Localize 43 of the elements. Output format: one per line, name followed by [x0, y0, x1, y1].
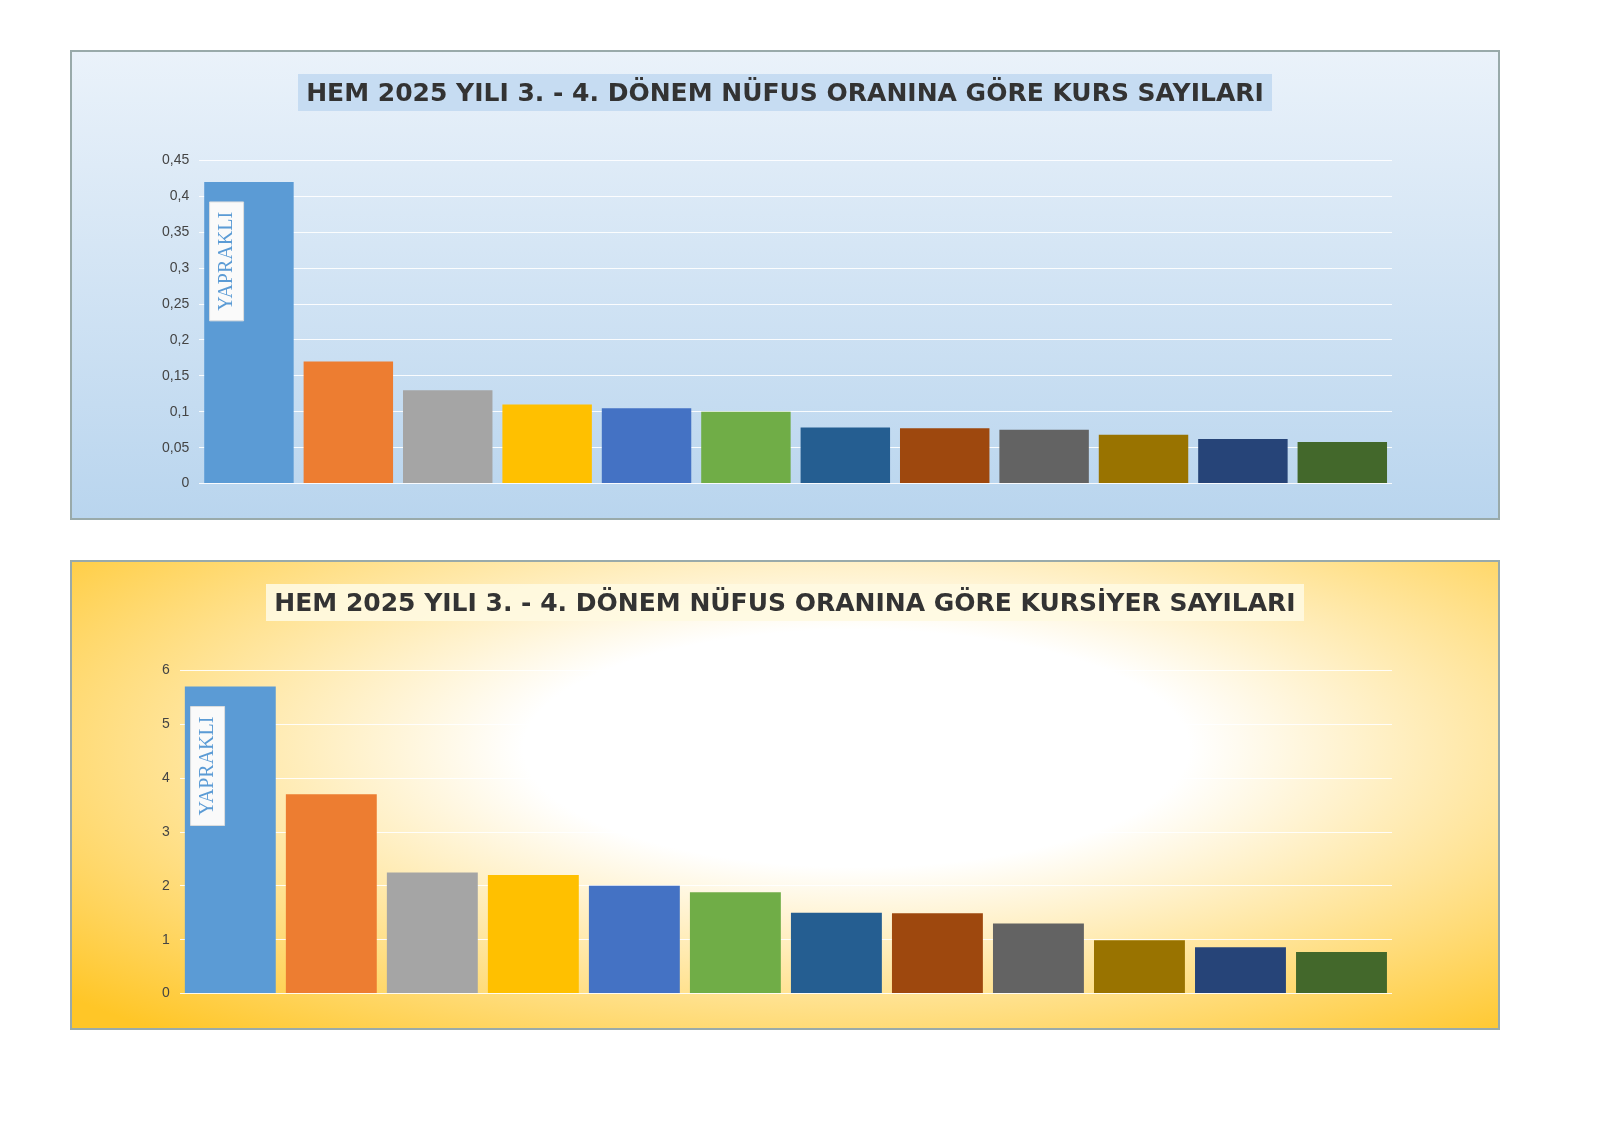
bar — [1297, 441, 1388, 484]
bar — [790, 912, 882, 994]
chart-title: HEM 2025 YILI 3. - 4. DÖNEM NÜFUS ORANINA GÖRE KURS SAYILARI — [298, 74, 1272, 111]
bar — [601, 408, 692, 484]
y-tick-label: 0,3 — [169, 258, 190, 275]
y-tick-label: 0 — [181, 474, 190, 491]
y-tick-label: 6 — [161, 661, 170, 678]
bar — [285, 794, 377, 994]
y-tick-label: 2 — [161, 876, 170, 893]
bar — [992, 923, 1084, 994]
bar — [303, 361, 394, 484]
bar — [487, 875, 579, 994]
bar — [502, 404, 592, 484]
bar — [588, 885, 680, 994]
bar — [899, 428, 990, 484]
y-tick-label: 0 — [161, 984, 170, 1001]
bar — [701, 411, 791, 484]
y-tick-label: 0,25 — [162, 294, 190, 311]
bar — [1094, 940, 1185, 994]
y-tick-label: 0,4 — [169, 187, 190, 204]
bar — [403, 390, 493, 484]
bar — [1198, 439, 1288, 484]
y-tick-label: 3 — [161, 822, 170, 839]
y-tick-label: 0,35 — [162, 223, 190, 240]
y-tick-label: 5 — [161, 715, 170, 732]
bar — [1296, 952, 1387, 994]
x-tick-label: YAPRAKLI — [194, 716, 217, 816]
bar — [1195, 947, 1286, 994]
bar — [800, 427, 891, 484]
bar — [386, 872, 478, 994]
chart-title: HEM 2025 YILI 3. - 4. DÖNEM NÜFUS ORANINA GÖRE KURSİYER SAYILARI — [266, 584, 1304, 621]
bar — [1098, 434, 1189, 484]
x-tick-label: YAPRAKLI — [213, 211, 236, 311]
y-tick-label: 4 — [161, 768, 170, 785]
y-tick-label: 0,15 — [162, 366, 190, 383]
y-tick-label: 0,2 — [169, 330, 190, 347]
bar — [891, 913, 983, 994]
y-tick-label: 0,45 — [162, 151, 190, 168]
y-tick-label: 0,1 — [169, 402, 190, 419]
y-tick-label: 0,05 — [162, 438, 190, 455]
y-tick-label: 1 — [161, 930, 170, 947]
bar — [999, 429, 1089, 484]
bar — [689, 892, 781, 994]
